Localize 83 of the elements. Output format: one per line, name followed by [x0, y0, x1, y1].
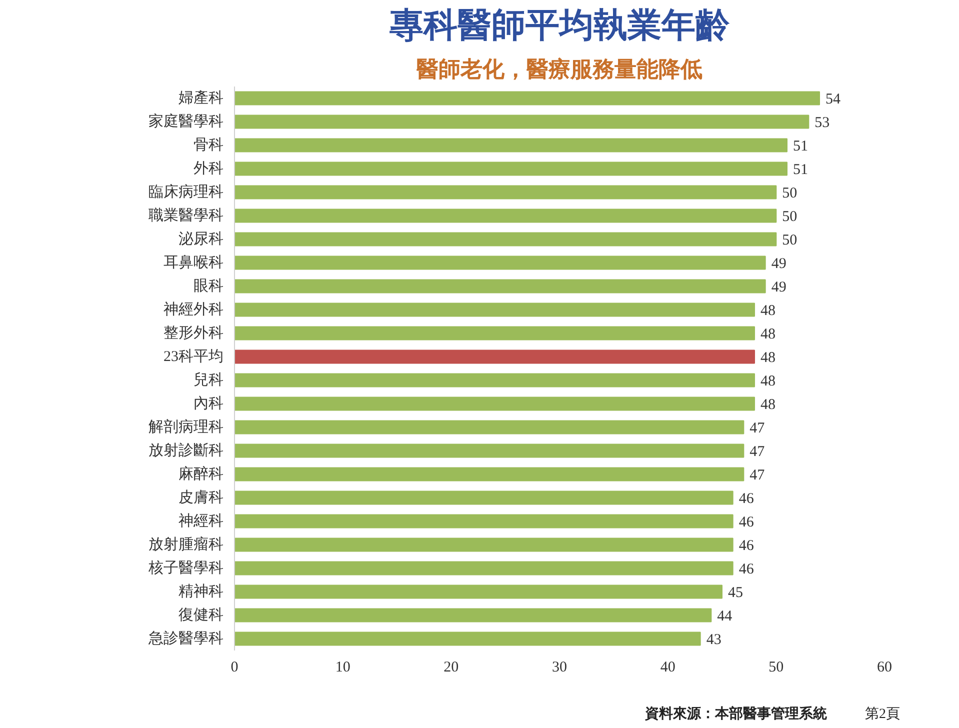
y-tick-label: 婦產科	[178, 89, 224, 106]
bar	[234, 185, 777, 200]
data-label: 47	[750, 420, 766, 436]
data-label: 47	[750, 467, 766, 484]
data-label: 48	[760, 396, 776, 413]
data-label: 53	[814, 114, 830, 131]
bar	[234, 561, 734, 576]
y-tick-label: 內科	[194, 394, 224, 412]
y-tick-label: 神經科	[178, 512, 224, 530]
text: 第2頁	[865, 706, 900, 724]
x-tick-label: 0	[230, 660, 238, 676]
y-tick-label: 職業醫學科	[148, 206, 224, 224]
chart-subtitle: 醫師老化，醫療服務量能降低	[416, 56, 702, 82]
data-label: 50	[782, 208, 798, 225]
bar	[234, 420, 744, 434]
bar	[234, 632, 701, 646]
x-tick-label: 30	[552, 660, 567, 676]
data-label: 43	[706, 632, 722, 648]
bar	[234, 256, 766, 270]
data-label: 44	[717, 608, 733, 624]
x-tick-label: 10	[335, 660, 350, 676]
data-label: 54	[826, 91, 841, 108]
bar	[234, 444, 744, 458]
data-label: 46	[738, 538, 754, 554]
data-label: 46	[738, 514, 754, 530]
bar	[234, 138, 788, 152]
source-note: 資料來源：本部醫事管理系統	[645, 705, 827, 724]
data-label: 49	[771, 256, 786, 272]
bar	[234, 396, 755, 411]
y-tick-label: 泌尿科	[178, 230, 224, 248]
bar	[234, 302, 755, 317]
x-tick-label: 60	[877, 660, 892, 676]
data-label: 50	[782, 185, 798, 202]
data-label: 48	[760, 373, 776, 390]
bar	[234, 608, 712, 622]
x-tick-label: 50	[768, 660, 784, 676]
data-label: 48	[760, 350, 776, 366]
bar	[234, 232, 777, 246]
data-label: 48	[760, 326, 776, 342]
x-tick-label: 40	[660, 660, 676, 676]
data-label: 49	[771, 279, 786, 296]
bar	[234, 350, 755, 364]
bar	[234, 326, 755, 340]
bar	[234, 91, 820, 106]
y-tick-label: 放射診斷科	[148, 442, 224, 459]
data-label: 45	[728, 584, 743, 601]
y-tick-label: 兒科	[194, 371, 224, 388]
bar	[234, 208, 777, 223]
bar	[234, 538, 734, 552]
y-tick-label: 麻醉科	[178, 465, 224, 482]
bar	[234, 373, 755, 388]
bar	[234, 514, 734, 528]
bar	[234, 114, 810, 129]
y-tick-label: 復健科	[178, 606, 224, 624]
y-tick-label: 耳鼻喉科	[164, 254, 224, 271]
y-tick-label: 骨科	[194, 136, 224, 154]
bar	[234, 162, 788, 176]
bar	[234, 279, 766, 294]
y-tick-label: 解剖病理科	[148, 418, 224, 436]
y-tick-label: 精神科	[178, 582, 224, 600]
data-label: 51	[793, 162, 808, 178]
data-label: 47	[750, 444, 766, 460]
data-label: 46	[738, 490, 754, 507]
bar	[234, 584, 722, 599]
data-label: 46	[738, 561, 754, 578]
y-tick-label: 神經外科	[164, 300, 224, 318]
y-tick-label: 家庭醫學科	[148, 112, 224, 130]
y-tick-label: 23科平均	[164, 348, 224, 365]
y-tick-label: 核子醫學科	[148, 559, 224, 576]
bar	[234, 467, 744, 482]
bar	[234, 490, 734, 505]
data-label: 48	[760, 302, 776, 319]
chart-title: 專科醫師平均執業年齡	[388, 8, 730, 44]
y-tick-label: 急診醫學科	[148, 630, 224, 647]
y-tick-label: 皮膚科	[178, 488, 224, 506]
x-tick-label: 20	[444, 660, 459, 676]
y-tick-label: 放射腫瘤科	[148, 536, 224, 553]
y-tick-label: 外科	[194, 160, 224, 177]
y-tick-label: 整形外科	[164, 324, 224, 342]
y-tick-label: 臨床病理科	[148, 183, 224, 200]
data-label: 51	[793, 138, 808, 154]
y-tick-label: 眼科	[194, 277, 224, 294]
data-label: 50	[782, 232, 798, 248]
